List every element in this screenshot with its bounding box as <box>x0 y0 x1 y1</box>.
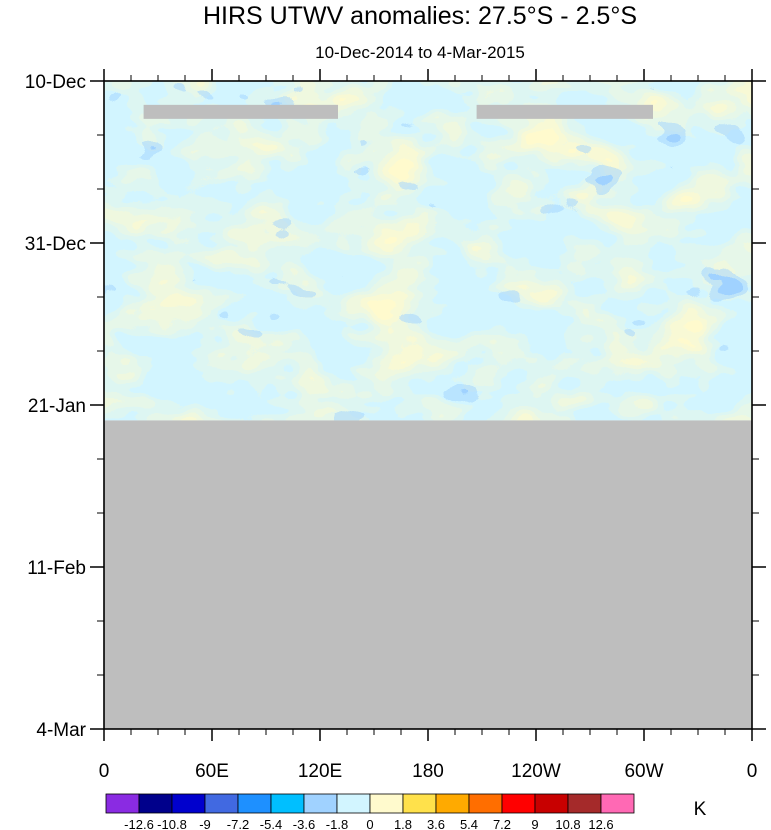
colorbar-box <box>501 793 536 814</box>
colorbar-box <box>336 793 371 814</box>
colorbar-label: -12.6 <box>124 817 154 830</box>
colorbar-box <box>402 793 437 814</box>
colorbar-label: 10.8 <box>555 817 580 830</box>
colorbar-box <box>567 793 602 814</box>
y-tick-label: 21-Jan <box>28 396 86 417</box>
colorbar-box <box>105 793 140 814</box>
axis-ticks: 0 60E 120E 180 120W 60W 0 10-Dec 31-Dec 21-Jan 11-… <box>25 69 766 782</box>
colorbar-label: -5.4 <box>260 817 282 830</box>
colorbar-box <box>204 793 239 814</box>
colorbar-label: 9 <box>531 817 538 830</box>
x-tick-label: 60W <box>624 761 663 782</box>
colorbar-box <box>369 793 404 814</box>
y-tick-label: 11-Feb <box>27 558 86 579</box>
colorbar-label: 12.6 <box>588 817 613 830</box>
missing-data-layer <box>104 104 752 729</box>
x-tick-label: 120W <box>511 761 561 782</box>
x-tick-label: 0 <box>99 761 110 782</box>
colorbar-box <box>237 793 272 814</box>
field-negative <box>104 81 752 421</box>
missing-data-segment <box>143 104 338 119</box>
colorbar-box <box>534 793 569 814</box>
colorbar-label: 1.8 <box>394 817 412 830</box>
missing-data-region <box>104 420 752 729</box>
x-tick-label: 0 <box>747 761 758 782</box>
chart-title: HIRS UTWV anomalies: 27.5°S - 2.5°S <box>203 2 637 30</box>
x-tick-label: 180 <box>412 761 444 782</box>
y-tick-label: 31-Dec <box>25 234 86 255</box>
y-tick-label: 4-Mar <box>36 720 86 741</box>
colorbar-label: -10.8 <box>157 817 187 830</box>
colorbar: -12.6 -10.8 -9 -7.2 -5.4 -3.6 -1.8 0 1.8 3.6 5.4 7.… <box>105 793 707 830</box>
chart-subtitle: 10-Dec-2014 to 4-Mar-2015 <box>315 43 525 62</box>
colorbar-unit: K <box>694 799 707 820</box>
colorbar-label: -7.2 <box>227 817 249 830</box>
colorbar-label: -9 <box>199 817 211 830</box>
colorbar-box <box>171 793 206 814</box>
colorbar-label: 5.4 <box>460 817 478 830</box>
colorbar-box <box>138 793 173 814</box>
colorbar-box <box>600 793 635 814</box>
colorbar-box <box>303 793 338 814</box>
colorbar-label: 0 <box>366 817 373 830</box>
colorbar-label: 3.6 <box>427 817 445 830</box>
missing-data-segment <box>476 104 653 119</box>
x-tick-label: 60E <box>195 761 229 782</box>
plot-area <box>104 81 752 729</box>
y-tick-label: 10-Dec <box>25 72 86 93</box>
x-tick-label: 120E <box>298 761 342 782</box>
colorbar-label: 7.2 <box>493 817 511 830</box>
colorbar-box <box>270 793 305 814</box>
anomaly-field <box>104 81 752 421</box>
colorbar-label: -1.8 <box>326 817 348 830</box>
colorbar-box <box>468 793 503 814</box>
colorbar-label: -3.6 <box>293 817 315 830</box>
colorbar-box <box>435 793 470 814</box>
